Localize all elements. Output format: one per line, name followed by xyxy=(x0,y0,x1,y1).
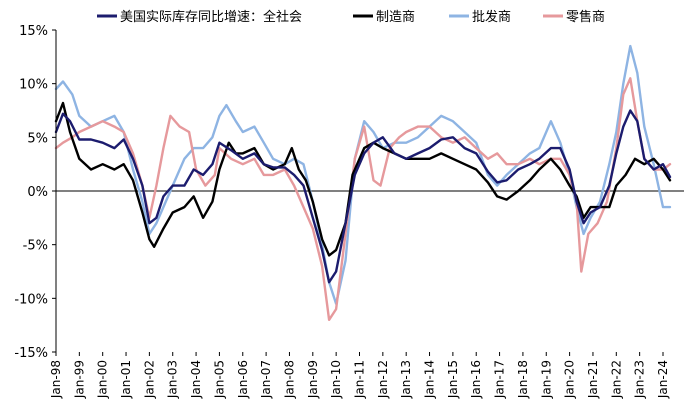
y-tick-label: -15% xyxy=(14,346,48,361)
legend-label-2: 批发商 xyxy=(472,9,511,25)
x-tick-label: Jan-09 xyxy=(306,360,320,399)
x-tick-label: Jan-22 xyxy=(609,360,623,399)
x-tick-label: Jan-21 xyxy=(586,360,600,399)
series-line-2 xyxy=(54,44,672,305)
y-tick-label: -5% xyxy=(23,239,48,254)
x-tick-label: Jan-01 xyxy=(119,360,133,399)
y-tick-label: -10% xyxy=(14,292,48,307)
legend-label-1: 制造商 xyxy=(376,10,415,25)
x-tick-label: Jan-08 xyxy=(282,360,296,399)
y-tick-label: 15% xyxy=(19,24,48,39)
x-tick-label: Jan-24 xyxy=(656,360,670,399)
y-tick-label: 0% xyxy=(27,185,48,200)
y-axis: -15% -10% -5% 0% 5% 10% 15% xyxy=(14,24,57,361)
x-tick-label: Jan-17 xyxy=(493,360,507,399)
x-tick-label: Jan-11 xyxy=(352,360,366,399)
x-tick-label: Jan-98 xyxy=(49,360,63,399)
x-tick-label: Jan-18 xyxy=(516,360,530,399)
x-tick-label: Jan-16 xyxy=(469,360,483,399)
plot-area xyxy=(54,44,684,321)
x-tick-label: Jan-23 xyxy=(633,360,647,399)
x-tick-label: Jan-12 xyxy=(376,360,390,399)
y-tick-label: 10% xyxy=(19,78,48,93)
x-tick-label: Jan-03 xyxy=(166,360,180,399)
x-tick-label: Jan-13 xyxy=(399,360,413,399)
x-axis: Jan-98 Jan-99 Jan-00 Jan-01 Jan-02 Jan-03 Jan-… xyxy=(49,352,670,399)
y-tick-label: 5% xyxy=(27,131,48,146)
legend-label-3: 零售商 xyxy=(566,9,605,25)
x-tick-label: Jan-06 xyxy=(236,360,250,399)
x-tick-label: Jan-20 xyxy=(563,360,577,399)
x-tick-label: Jan-05 xyxy=(212,360,226,399)
legend: 美国实际库存同比增速：全社会 制造商 批发商 零售商 xyxy=(97,9,605,25)
series-line-3 xyxy=(54,77,672,321)
x-tick-label: Jan-99 xyxy=(72,360,86,399)
x-tick-label: Jan-10 xyxy=(329,360,343,399)
legend-label-0: 美国实际库存同比增速：全社会 xyxy=(120,9,302,25)
x-tick-label: Jan-15 xyxy=(446,360,460,399)
x-tick-label: Jan-14 xyxy=(423,360,437,399)
x-tick-label: Jan-04 xyxy=(189,360,203,399)
x-tick-label: Jan-19 xyxy=(539,360,553,399)
x-tick-label: Jan-07 xyxy=(259,360,273,399)
series-line-0 xyxy=(54,109,672,284)
x-tick-label: Jan-00 xyxy=(96,360,110,399)
x-tick-label: Jan-02 xyxy=(142,360,156,399)
